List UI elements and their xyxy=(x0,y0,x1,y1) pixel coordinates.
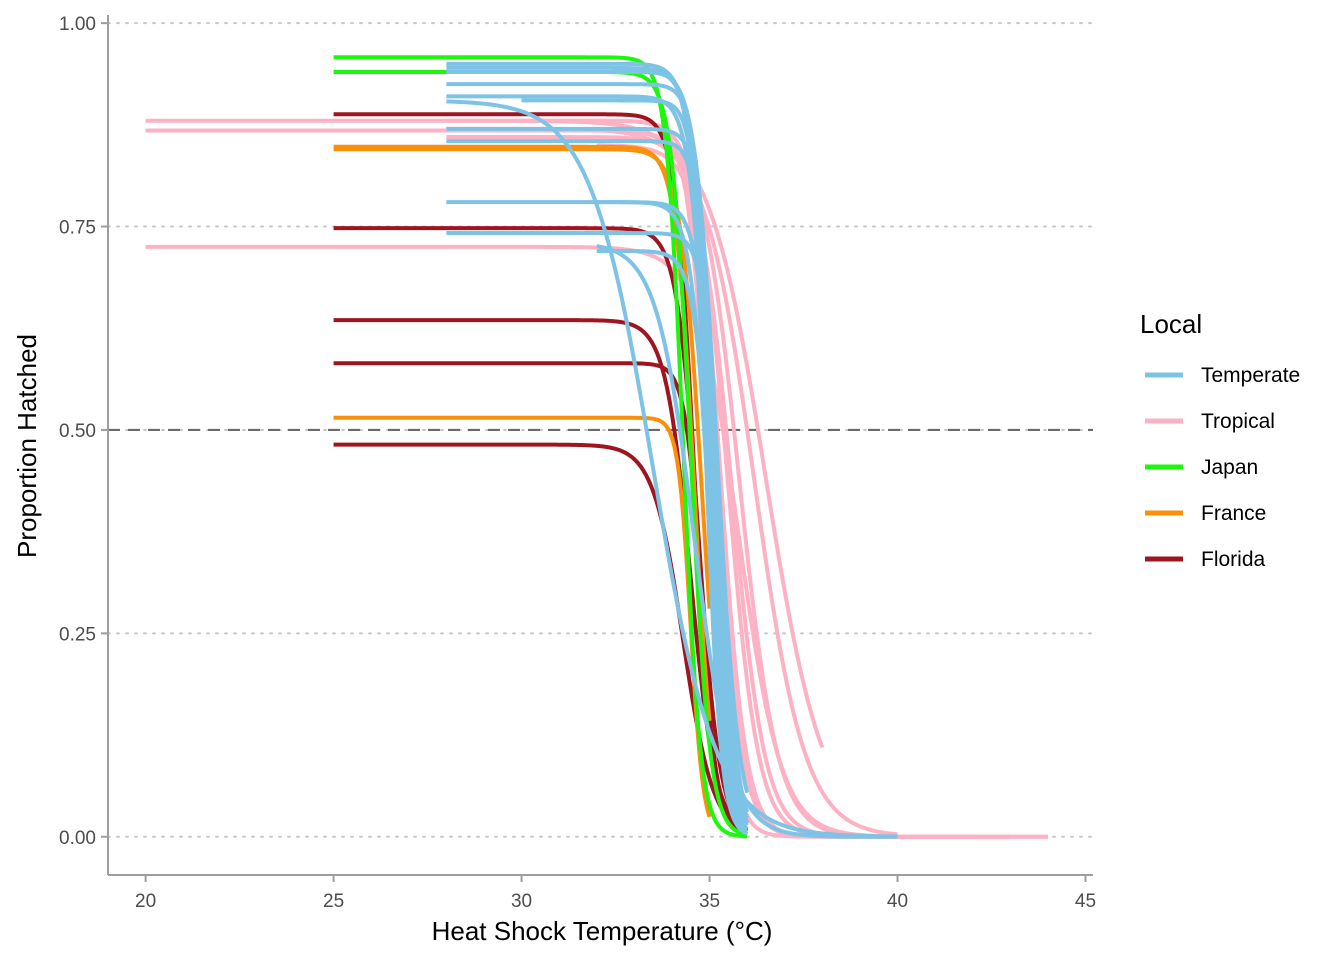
y-axis-title: Proportion Hatched xyxy=(12,334,42,558)
curve-tropical-3 xyxy=(446,118,825,749)
legend-item-france: France xyxy=(1145,502,1266,525)
legend-item-temperate: Temperate xyxy=(1145,364,1300,387)
x-tick-label-2: 30 xyxy=(511,891,532,912)
series-curves xyxy=(145,55,1048,839)
y-tick-label-4: 1.00 xyxy=(59,14,96,35)
curve-france-0 xyxy=(333,147,712,609)
axes: 0.00 0.25 0.50 0.75 1.00 20 25 30 35 40 45 xyxy=(59,14,1096,912)
legend-item-japan: Japan xyxy=(1145,456,1258,479)
x-tick-label-3: 35 xyxy=(699,891,720,912)
curve-france-2 xyxy=(333,415,712,818)
curve-temperate-12 xyxy=(595,248,749,823)
curve-temperate-13 xyxy=(596,244,898,839)
x-axis-title: Heat Shock Temperature (°C) xyxy=(432,916,773,946)
curve-florida-3 xyxy=(333,361,712,701)
curve-tropical-2 xyxy=(145,244,1048,839)
curve-temperate-6 xyxy=(446,126,749,819)
legend-label-france: France xyxy=(1201,502,1266,525)
x-tick-label-4: 40 xyxy=(887,891,908,912)
legend-items: Temperate Tropical Japan France Florida xyxy=(1145,364,1300,571)
curve-tropical-5 xyxy=(446,135,1048,839)
curve-france-1 xyxy=(333,144,712,722)
y-tick-label-3: 0.75 xyxy=(59,218,96,239)
legend-label-temperate: Temperate xyxy=(1201,364,1300,387)
curve-temperate-11 xyxy=(595,200,749,813)
legend-item-tropical: Tropical xyxy=(1145,410,1275,433)
x-tick-label-1: 25 xyxy=(323,891,344,912)
legend-item-florida: Florida xyxy=(1145,548,1266,571)
y-tick-label-0: 0.00 xyxy=(59,828,96,849)
curve-temperate-5 xyxy=(446,99,898,839)
curve-temperate-2 xyxy=(446,69,748,836)
x-tick-label-0: 20 xyxy=(135,891,156,912)
y-tick-label-2: 0.50 xyxy=(59,421,96,442)
y-tick-label-1: 0.25 xyxy=(59,624,96,645)
legend-label-florida: Florida xyxy=(1201,548,1266,571)
legend-label-japan: Japan xyxy=(1201,456,1258,479)
legend-label-tropical: Tropical xyxy=(1201,410,1275,433)
x-tick-label-5: 45 xyxy=(1075,891,1096,912)
legend: Local Temperate Tropical Japan France Florid… xyxy=(1140,309,1300,571)
legend-title: Local xyxy=(1140,309,1202,339)
series-france xyxy=(333,144,712,818)
curve-japan-0 xyxy=(333,55,748,839)
series-temperate xyxy=(446,61,898,839)
curve-florida-2 xyxy=(333,318,749,833)
curve-temperate-4 xyxy=(446,94,749,825)
curve-tropical-1 xyxy=(145,128,1011,839)
